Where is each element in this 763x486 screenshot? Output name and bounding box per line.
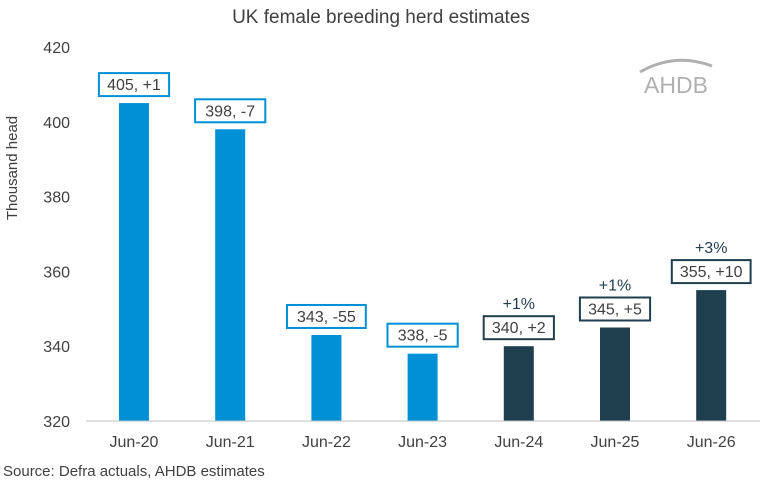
bar [600, 327, 630, 421]
data-label-box [386, 322, 459, 348]
x-tick-label: Jun-26 [687, 434, 736, 451]
y-tick-label: 360 [43, 264, 70, 281]
y-tick-label: 340 [43, 339, 70, 356]
bar [407, 353, 438, 421]
x-tick-label: Jun-25 [591, 434, 640, 451]
x-tick-label: Jun-23 [398, 434, 447, 451]
data-label-box [482, 315, 555, 341]
bar [119, 103, 149, 421]
y-tick-label: 420 [43, 40, 70, 57]
data-label: 345, +5 [588, 302, 642, 319]
ahdb-logo: AHDB [639, 58, 713, 98]
bar [503, 346, 534, 421]
y-tick-label: 320 [43, 414, 70, 431]
pct-change-label: +1% [503, 296, 535, 313]
data-label-box [194, 98, 267, 124]
data-label: 340, +2 [492, 320, 546, 337]
data-label-box [578, 296, 652, 322]
x-tick-label: Jun-21 [206, 434, 255, 451]
y-tick-label: 400 [43, 115, 70, 132]
x-tick-label: Jun-20 [110, 434, 159, 451]
data-label: 398, -7 [205, 103, 255, 120]
y-tick-label: 380 [43, 190, 70, 207]
bar [311, 334, 342, 421]
data-label: 338, -5 [398, 328, 448, 345]
bar [696, 290, 727, 421]
data-label-box [286, 303, 367, 329]
data-label-box [670, 259, 752, 285]
y-axis-label: Thousand head [4, 116, 21, 220]
x-tick-label: Jun-24 [494, 434, 543, 451]
pct-change-label: +3% [695, 240, 727, 257]
source-note: Source: Defra actuals, AHDB estimates [3, 463, 265, 480]
data-label-box [97, 72, 171, 98]
data-label: 405, +1 [107, 77, 161, 94]
data-label: 355, +10 [680, 264, 743, 281]
pct-change-label: +1% [599, 278, 631, 295]
x-tick-label: Jun-22 [302, 434, 351, 451]
chart-title: UK female breeding herd estimates [232, 7, 530, 28]
bar [215, 129, 246, 421]
data-label: 343, -55 [297, 309, 356, 326]
logo-text: AHDB [644, 72, 708, 98]
